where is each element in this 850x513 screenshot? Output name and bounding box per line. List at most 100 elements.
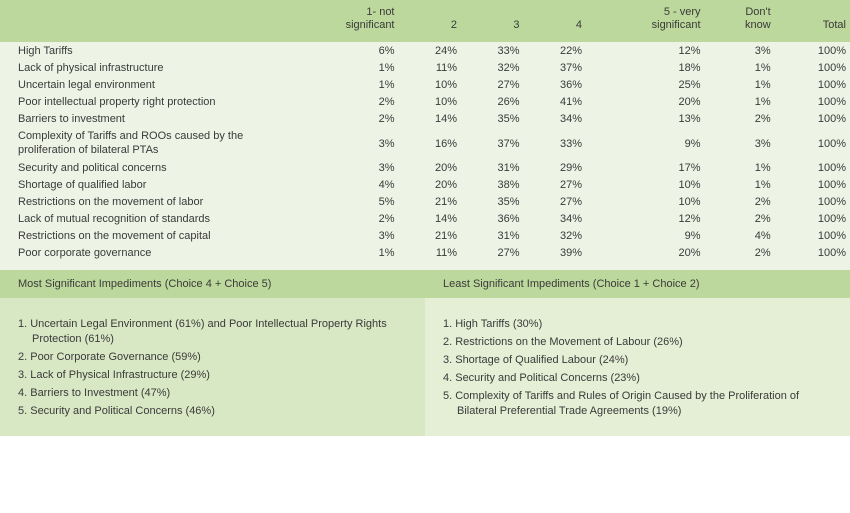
table-cell: 100%	[775, 177, 850, 194]
table-cell: 22%	[524, 42, 587, 59]
col-2: 2	[399, 0, 462, 42]
table-cell: 33%	[461, 42, 524, 59]
list-item: 3. Shortage of Qualified Labour (24%)	[443, 352, 832, 370]
panel-left-title: Most Significant Impediments (Choice 4 +…	[0, 270, 425, 298]
table-cell: 36%	[461, 211, 524, 228]
table-cell: 100%	[775, 160, 850, 177]
table-cell: 34%	[524, 110, 587, 127]
col-3: 3	[461, 0, 524, 42]
row-label: Poor corporate governance	[0, 245, 280, 262]
table-cell: 10%	[586, 177, 705, 194]
table-row: Restrictions on the movement of labor5%2…	[0, 194, 850, 211]
table-cell: 29%	[524, 160, 587, 177]
table-cell: 35%	[461, 110, 524, 127]
table-cell: 20%	[399, 177, 462, 194]
table-row: Shortage of qualified labor4%20%38%27%10…	[0, 177, 850, 194]
table-cell: 9%	[586, 228, 705, 245]
table-row: Lack of physical infrastructure1%11%32%3…	[0, 59, 850, 76]
table-cell: 3%	[280, 160, 399, 177]
panel-right-title: Least Significant Impediments (Choice 1 …	[425, 270, 850, 298]
table-cell: 14%	[399, 211, 462, 228]
list-item: 3. Lack of Physical Infrastructure (29%)	[18, 366, 407, 384]
table-cell: 100%	[775, 76, 850, 93]
table-cell: 100%	[775, 211, 850, 228]
list-item: 2. Restrictions on the Movement of Labou…	[443, 334, 832, 352]
table-cell: 100%	[775, 228, 850, 245]
table-cell: 1%	[705, 76, 775, 93]
table-cell: 10%	[586, 194, 705, 211]
table-cell: 25%	[586, 76, 705, 93]
table-header-row: 1- notsignificant 2 3 4 5 - verysignific…	[0, 0, 850, 42]
table-cell: 100%	[775, 93, 850, 110]
table-container: 1- notsignificant 2 3 4 5 - verysignific…	[0, 0, 850, 270]
col-1: 1- notsignificant	[280, 0, 399, 42]
table-cell: 10%	[399, 76, 462, 93]
table-row: Complexity of Tariffs and ROOs caused by…	[0, 127, 850, 160]
table-cell: 1%	[280, 76, 399, 93]
table-cell: 27%	[524, 177, 587, 194]
table-cell: 12%	[586, 42, 705, 59]
table-cell: 2%	[705, 245, 775, 262]
table-cell: 27%	[461, 245, 524, 262]
table-cell: 1%	[280, 59, 399, 76]
table-cell: 34%	[524, 211, 587, 228]
table-cell: 2%	[280, 211, 399, 228]
col-total: Total	[775, 0, 850, 42]
table-cell: 26%	[461, 93, 524, 110]
table-cell: 33%	[524, 127, 587, 160]
panel-most-significant: 1. Uncertain Legal Environment (61%) and…	[0, 298, 425, 436]
table-cell: 16%	[399, 127, 462, 160]
panel-right-list: 1. High Tariffs (30%)2. Restrictions on …	[443, 316, 832, 420]
table-cell: 21%	[399, 194, 462, 211]
table-cell: 5%	[280, 194, 399, 211]
row-label: Lack of physical infrastructure	[0, 59, 280, 76]
list-item: 5. Complexity of Tariffs and Rules of Or…	[443, 387, 832, 420]
table-cell: 27%	[461, 76, 524, 93]
impediments-table: 1- notsignificant 2 3 4 5 - verysignific…	[0, 0, 850, 262]
row-label: Restrictions on the movement of labor	[0, 194, 280, 211]
table-row: Lack of mutual recognition of standards2…	[0, 211, 850, 228]
table-cell: 2%	[280, 110, 399, 127]
table-cell: 14%	[399, 110, 462, 127]
table-cell: 38%	[461, 177, 524, 194]
row-label: High Tariffs	[0, 42, 280, 59]
table-cell: 37%	[461, 127, 524, 160]
table-cell: 20%	[586, 93, 705, 110]
table-cell: 32%	[524, 228, 587, 245]
list-item: 1. High Tariffs (30%)	[443, 316, 832, 334]
panel-least-significant: 1. High Tariffs (30%)2. Restrictions on …	[425, 298, 850, 436]
row-label: Shortage of qualified labor	[0, 177, 280, 194]
panel-left-list: 1. Uncertain Legal Environment (61%) and…	[18, 316, 407, 420]
row-label: Complexity of Tariffs and ROOs caused by…	[0, 127, 280, 160]
list-item: 2. Poor Corporate Governance (59%)	[18, 349, 407, 367]
row-label: Barriers to investment	[0, 110, 280, 127]
row-label: Restrictions on the movement of capital	[0, 228, 280, 245]
table-cell: 20%	[586, 245, 705, 262]
page-root: 1- notsignificant 2 3 4 5 - verysignific…	[0, 0, 850, 436]
table-cell: 3%	[280, 228, 399, 245]
table-cell: 17%	[586, 160, 705, 177]
table-cell: 36%	[524, 76, 587, 93]
table-cell: 24%	[399, 42, 462, 59]
table-row: Uncertain legal environment1%10%27%36%25…	[0, 76, 850, 93]
table-cell: 4%	[705, 228, 775, 245]
row-label: Security and political concerns	[0, 160, 280, 177]
table-cell: 18%	[586, 59, 705, 76]
table-cell: 31%	[461, 228, 524, 245]
table-row: Poor corporate governance1%11%27%39%20%2…	[0, 245, 850, 262]
table-cell: 10%	[399, 93, 462, 110]
row-label: Lack of mutual recognition of standards	[0, 211, 280, 228]
table-cell: 13%	[586, 110, 705, 127]
panel-row: 1. Uncertain Legal Environment (61%) and…	[0, 298, 850, 436]
table-cell: 2%	[705, 110, 775, 127]
table-cell: 21%	[399, 228, 462, 245]
list-item: 5. Security and Political Concerns (46%)	[18, 402, 407, 420]
table-cell: 1%	[705, 59, 775, 76]
list-item: 1. Uncertain Legal Environment (61%) and…	[18, 316, 407, 349]
table-row: Restrictions on the movement of capital3…	[0, 228, 850, 245]
table-cell: 12%	[586, 211, 705, 228]
table-cell: 39%	[524, 245, 587, 262]
table-cell: 27%	[524, 194, 587, 211]
table-cell: 100%	[775, 42, 850, 59]
table-row: Security and political concerns3%20%31%2…	[0, 160, 850, 177]
